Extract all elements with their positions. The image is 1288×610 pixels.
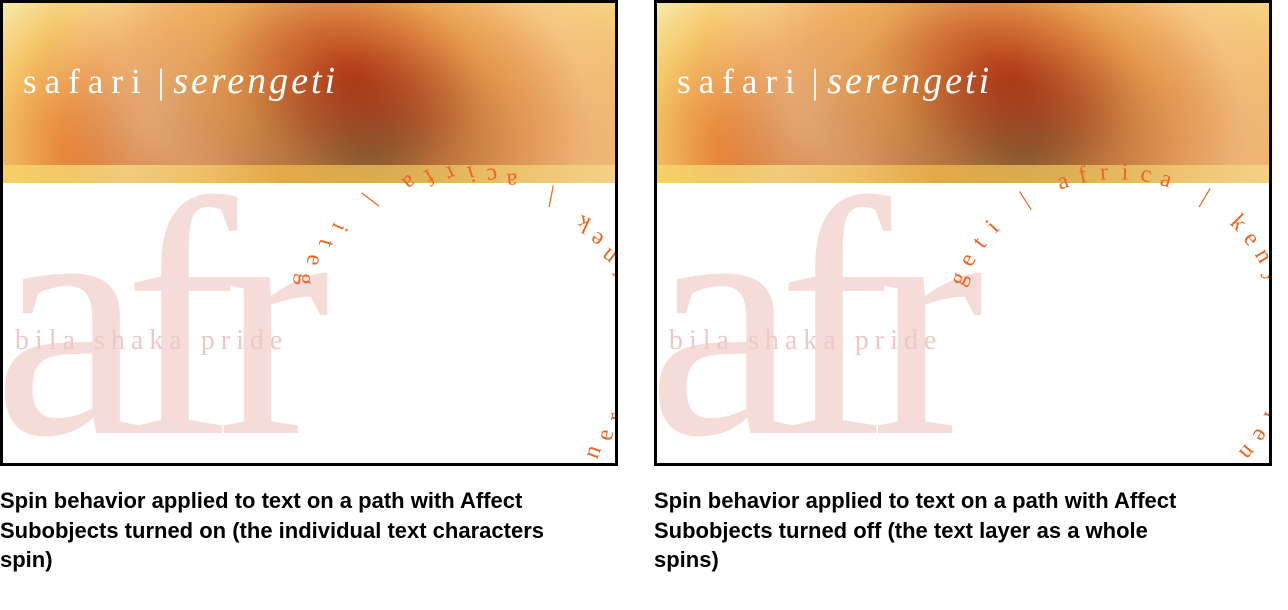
path-char: t: [967, 232, 993, 253]
title-word-plain: safari: [23, 62, 149, 101]
title-word-script: serengeti: [173, 60, 338, 102]
path-char: g: [945, 269, 975, 290]
path-char: i: [1121, 160, 1129, 187]
caption-right: Spin behavior applied to text on a path …: [654, 486, 1204, 575]
path-char: e: [610, 392, 618, 403]
path-char: e: [300, 253, 328, 268]
path-char: y: [1258, 264, 1272, 286]
lower-half: afr bila shaka pride geti | africa | ken…: [3, 183, 615, 463]
path-char: r: [1256, 408, 1272, 427]
path-char: a: [396, 168, 421, 196]
path-char: r: [602, 412, 618, 423]
path-char: i: [981, 215, 1005, 238]
title-word-plain: safari: [677, 62, 803, 101]
path-char: s: [1269, 370, 1272, 385]
path-char: n: [596, 242, 618, 270]
caption-left: Spin behavior applied to text on a path …: [0, 486, 550, 575]
path-char: i: [325, 218, 352, 235]
path-char: e: [1263, 388, 1272, 407]
path-char: n: [1233, 439, 1261, 466]
path-char: n: [1248, 244, 1272, 268]
path-text-circle-left: geti | africa | kenya | seren: [293, 173, 618, 466]
path-char: a: [506, 167, 518, 195]
subtitle-text: bila shaka pride: [15, 325, 288, 357]
background-large-text: afr: [654, 123, 964, 466]
path-char: a: [1265, 286, 1272, 304]
path-char: |: [546, 184, 556, 211]
path-char: k: [1224, 209, 1252, 237]
path-char: |: [1196, 184, 1214, 210]
path-char: e: [1245, 424, 1272, 448]
path-char: n: [578, 442, 607, 463]
path-char: g: [292, 273, 319, 286]
canvas-right: safari | serengeti afr bila shaka pride …: [654, 0, 1272, 466]
left-panel-wrap: safari | serengeti afr bila shaka pride …: [0, 0, 618, 610]
path-text-circle-right: geti | africa | kenya | seren: [947, 173, 1272, 466]
title-overlay: safari | serengeti: [23, 59, 338, 103]
right-panel-wrap: safari | serengeti afr bila shaka pride …: [654, 0, 1272, 610]
background-large-text: afr: [0, 123, 310, 466]
path-char: k: [572, 208, 594, 238]
title-separator: |: [149, 62, 174, 101]
path-char: t: [312, 236, 340, 250]
path-char: |: [1016, 187, 1035, 212]
title-overlay: safari | serengeti: [677, 59, 992, 103]
path-char: e: [1237, 226, 1265, 251]
title-separator: |: [803, 62, 828, 101]
title-word-script: serengeti: [827, 60, 992, 102]
canvas-left: safari | serengeti afr bila shaka pride …: [0, 0, 618, 466]
path-char: e: [954, 249, 983, 271]
path-char: e: [591, 427, 618, 443]
path-char: s: [615, 371, 618, 384]
lower-half: afr bila shaka pride geti | africa | ken…: [657, 183, 1269, 463]
subtitle-text: bila shaka pride: [669, 325, 942, 357]
path-char: |: [359, 190, 383, 210]
